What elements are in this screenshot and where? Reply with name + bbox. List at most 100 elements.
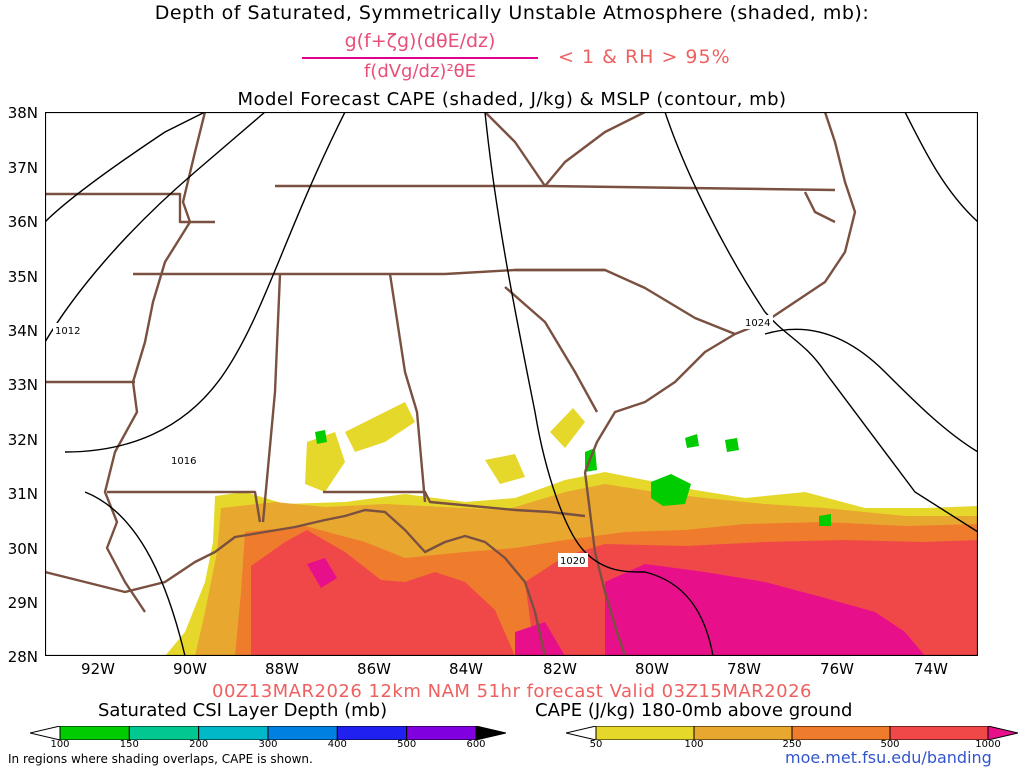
lat-label: 29N [7,594,38,612]
overlap-note: In regions where shading overlaps, CAPE … [8,752,313,766]
formula-numerator: g(f+ζg)(dθE/dz) [344,30,496,52]
cape-swatch [791,726,891,740]
lon-label: 80W [635,660,669,678]
atlantic-coast [583,112,857,473]
cape-tick-label: 50 [589,739,603,750]
csi-swatch [198,726,269,740]
lon-label: 90W [173,660,207,678]
cape-50-patch [550,408,585,448]
csi-tick-label: 300 [258,739,278,750]
formula-condition: < 1 & RH > 95% [558,46,731,68]
wv-ky-border [484,112,546,187]
lat-label: 33N [7,376,38,394]
csi-tick-label: 600 [466,739,486,750]
la-ms-border [107,490,262,523]
csi-colorbar [30,726,506,740]
isobar-label: 1012 [55,326,80,337]
lat-label: 32N [7,431,38,449]
cape-swatch [693,726,793,740]
isobar-label: 1016 [171,456,196,467]
ga-sc-border [504,286,599,413]
csi-arrow-high [475,726,506,740]
csi-swatch [59,726,130,740]
csi-100-patch [685,434,699,448]
ga-fl-border [549,510,586,518]
cape-50-patch [345,402,415,452]
ms-al-border [261,273,282,523]
isobar-1016b [84,491,186,656]
gulf-coast [264,508,547,656]
florida-east-coast [583,471,627,656]
isobar-1012b [45,112,266,343]
formula-denominator: f(dVg/dz)²θE [363,61,477,82]
map-title: Depth of Saturated, Symmetrically Unstab… [154,2,870,24]
lat-label: 34N [7,322,38,340]
csi-100-patch [725,438,739,452]
lon-label: 88W [265,660,299,678]
isobar-label: 1020 [560,556,585,567]
csi-100-patch [819,514,831,526]
ky-west-border [45,192,215,224]
lon-label: 78W [727,660,761,678]
isobar-1024 [764,328,978,453]
lon-label: 92W [81,660,115,678]
al-ga-border [388,273,427,503]
lat-label: 30N [7,540,38,558]
csi-swatch [267,726,338,740]
lat-label: 35N [7,268,38,286]
csi-swatch [336,726,408,740]
csi-swatch [406,726,477,740]
isobars [45,112,978,656]
cape-50-patch [485,454,525,484]
csi-tick-label: 400 [327,739,347,750]
lat-label: 38N [7,104,38,122]
map-frame [45,112,978,656]
isobar-1016 [64,112,346,453]
lon-label: 86W [357,660,391,678]
cape-legend-title: CAPE (J/kg) 180-0mb above ground [535,700,853,721]
csi-legend-title: Saturated CSI Layer Depth (mb) [98,700,388,721]
cape-arrow-low [566,726,597,740]
csi-swatch [128,726,200,740]
louisiana-coast [45,530,266,594]
cape-colorbar [566,726,1018,740]
cape-50-patch [305,432,345,492]
lat-label: 31N [7,485,38,503]
csi-arrow-low [30,726,61,740]
csi-tick-label: 200 [189,739,209,750]
cape-tick-label: 100 [684,739,704,750]
tn-ky-border [275,184,836,192]
isobar-1020 [484,112,714,656]
lon-label: 84W [449,660,483,678]
forecast-info: 00Z13MAR2026 12km NAM 51hr forecast Vali… [212,681,812,702]
source-url[interactable]: moe.met.fsu.edu/banding [785,748,992,767]
al-fl-border [323,490,551,514]
lon-label: 82W [543,660,577,678]
csi-tick-label: 100 [50,739,70,750]
va-wv-border [544,112,646,187]
csi-100-patch [315,430,327,444]
cape-swatch [595,726,695,740]
csi-100-patch [651,474,691,506]
lat-label: 28N [7,648,38,666]
cape-tick-label: 500 [880,739,900,750]
isobar-1012 [45,112,206,223]
map-subtitle: Model Forecast CAPE (shaded, J/kg) & MSL… [237,89,787,110]
isobar-1020c [904,112,978,223]
cape-1000-patch [307,558,337,588]
lat-label: 37N [7,159,38,177]
mississippi-river [103,112,207,613]
chesapeake-coast [803,191,836,224]
csi-shading [315,430,831,526]
nc-sc-border [515,268,736,336]
forecast-map: 1012 1016 1020 1024 [45,112,978,656]
cape-swatch [889,726,989,740]
cape-arrow-high [987,726,1018,740]
isobar-1020b [664,112,978,533]
cape-1000-region [605,564,925,656]
cape-shading [165,402,978,656]
formula-fraction-bar [302,57,538,59]
isobar-label: 1024 [745,318,770,329]
lon-label: 76W [820,660,854,678]
lat-label: 36N [7,213,38,231]
